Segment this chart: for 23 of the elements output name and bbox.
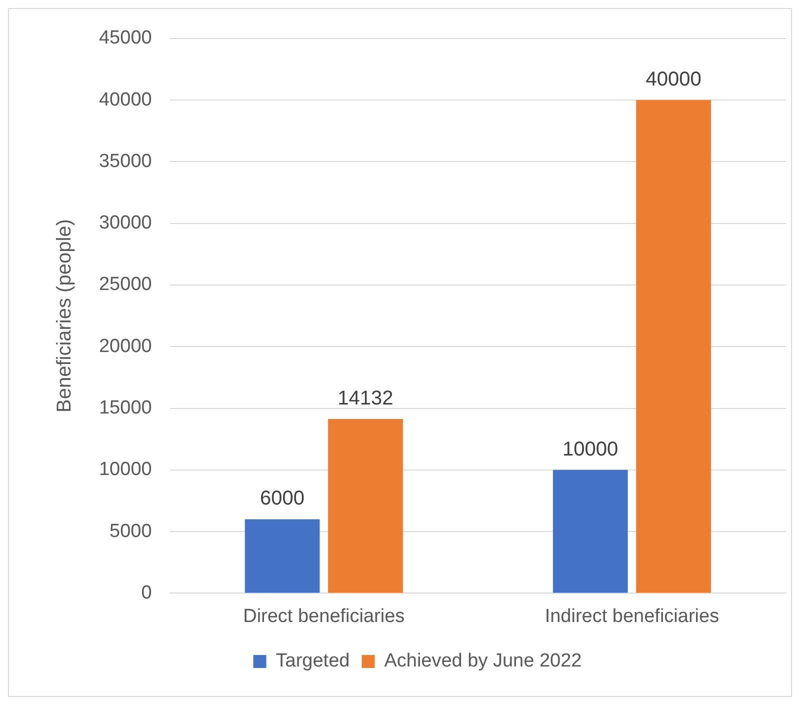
x-tick-label: Direct beneficiaries	[243, 606, 405, 627]
bar	[636, 100, 711, 593]
data-label: 40000	[646, 68, 702, 91]
y-tick-label: 10000	[98, 459, 152, 480]
bar	[244, 519, 320, 593]
y-tick-label: 25000	[98, 274, 152, 296]
y-axis-title: Beneficiaries (people)	[54, 219, 76, 413]
y-tick-label: 30000	[98, 212, 152, 234]
y-tick-label: 5000	[110, 520, 152, 542]
y-tick-label: 0	[141, 582, 152, 604]
y-tick-label: 15000	[98, 398, 152, 418]
legend-label: Targeted	[276, 650, 350, 672]
y-tick-label: 45000	[98, 28, 152, 49]
y-tick-label: 40000	[98, 89, 152, 110]
data-label: 10000	[562, 438, 618, 460]
data-label: 6000	[260, 488, 305, 510]
bar	[328, 418, 403, 593]
legend-label: Achieved by June 2022	[384, 650, 582, 672]
data-label: 14132	[338, 387, 394, 410]
y-tick-label: 20000	[98, 336, 152, 357]
y-tick-label: 35000	[98, 150, 152, 172]
x-tick-label: Indirect beneficiaries	[544, 606, 720, 627]
bar	[552, 470, 628, 593]
